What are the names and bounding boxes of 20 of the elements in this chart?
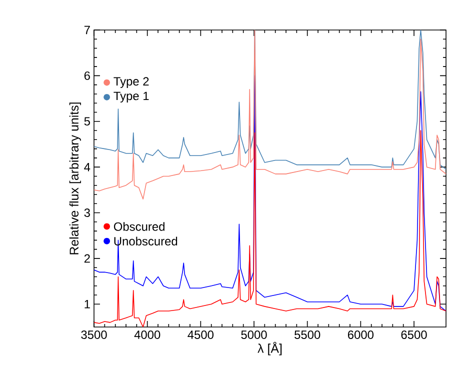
- y-tick-label: 2: [84, 254, 90, 263]
- x-tick-label: 6000: [348, 330, 374, 339]
- y-tick-label: 3: [84, 208, 90, 217]
- y-tick-label: 5: [84, 117, 90, 126]
- y-tick-label: 1: [84, 300, 90, 308]
- x-tick-label: 5500: [294, 330, 320, 339]
- legend-label: Type 1: [114, 92, 149, 103]
- y-tick-label: 4: [84, 162, 90, 172]
- x-tick-label: 4000: [134, 330, 160, 339]
- x-tick-label: 3500: [81, 330, 107, 339]
- x-tick-label: 4500: [188, 330, 214, 339]
- legend-label: Type 2: [114, 77, 149, 88]
- x-tick-label: 5000: [241, 330, 267, 339]
- x-tick-label: 6500: [401, 330, 427, 339]
- y-axis-title: Relative flux [arbitrary units]: [69, 102, 81, 254]
- y-tick-label: 6: [84, 71, 90, 80]
- y-tick-label: 7: [84, 26, 90, 34]
- legend-label: Unobscured: [114, 236, 178, 246]
- x-axis-title: λ [Å]: [258, 342, 282, 356]
- legend-label: Obscured: [114, 222, 164, 231]
